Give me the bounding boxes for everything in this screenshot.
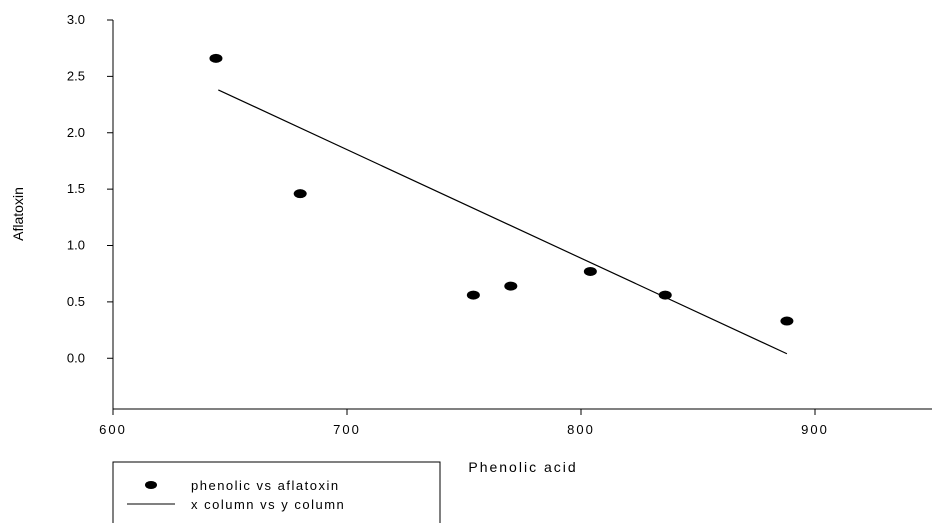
series-layer (209, 53, 794, 355)
y-tick-label: 1.0 (67, 238, 85, 253)
legend-box (112, 461, 441, 523)
x-tick-label: 600 (99, 422, 127, 437)
y-tick-label: 3.0 (67, 12, 85, 27)
y-tick-label: 2.5 (67, 68, 85, 83)
data-point (293, 189, 307, 199)
y-axis: 0.0 0.5 1.0 1.5 2.0 2.5 3.0 (67, 12, 113, 365)
data-point (658, 290, 672, 300)
y-tick-label: 1.5 (67, 181, 85, 196)
plot-frame (112, 20, 932, 410)
legend-entry-scatter: phenolic vs aflatoxin (191, 478, 340, 493)
data-point (583, 266, 597, 276)
y-tick-label: 0.0 (67, 350, 85, 365)
y-tick-label: 2.0 (67, 125, 85, 140)
y-axis-label: Aflatoxin (10, 187, 26, 241)
data-point (466, 290, 480, 300)
x-axis: 600 700 800 900 (99, 409, 829, 437)
legend-entry-line: x column vs y column (191, 497, 345, 512)
legend-marker-scatter (145, 481, 157, 489)
data-point (504, 281, 518, 291)
data-point (209, 53, 223, 63)
x-tick-label: 700 (333, 422, 361, 437)
regression-line (218, 89, 788, 355)
x-tick-label: 900 (801, 422, 829, 437)
legend: phenolic vs aflatoxin x column vs y colu… (112, 461, 441, 523)
x-axis-label: Phenolic acid (468, 459, 577, 475)
x-tick-label: 800 (567, 422, 595, 437)
y-tick-label: 0.5 (67, 294, 85, 309)
data-point (780, 316, 794, 326)
